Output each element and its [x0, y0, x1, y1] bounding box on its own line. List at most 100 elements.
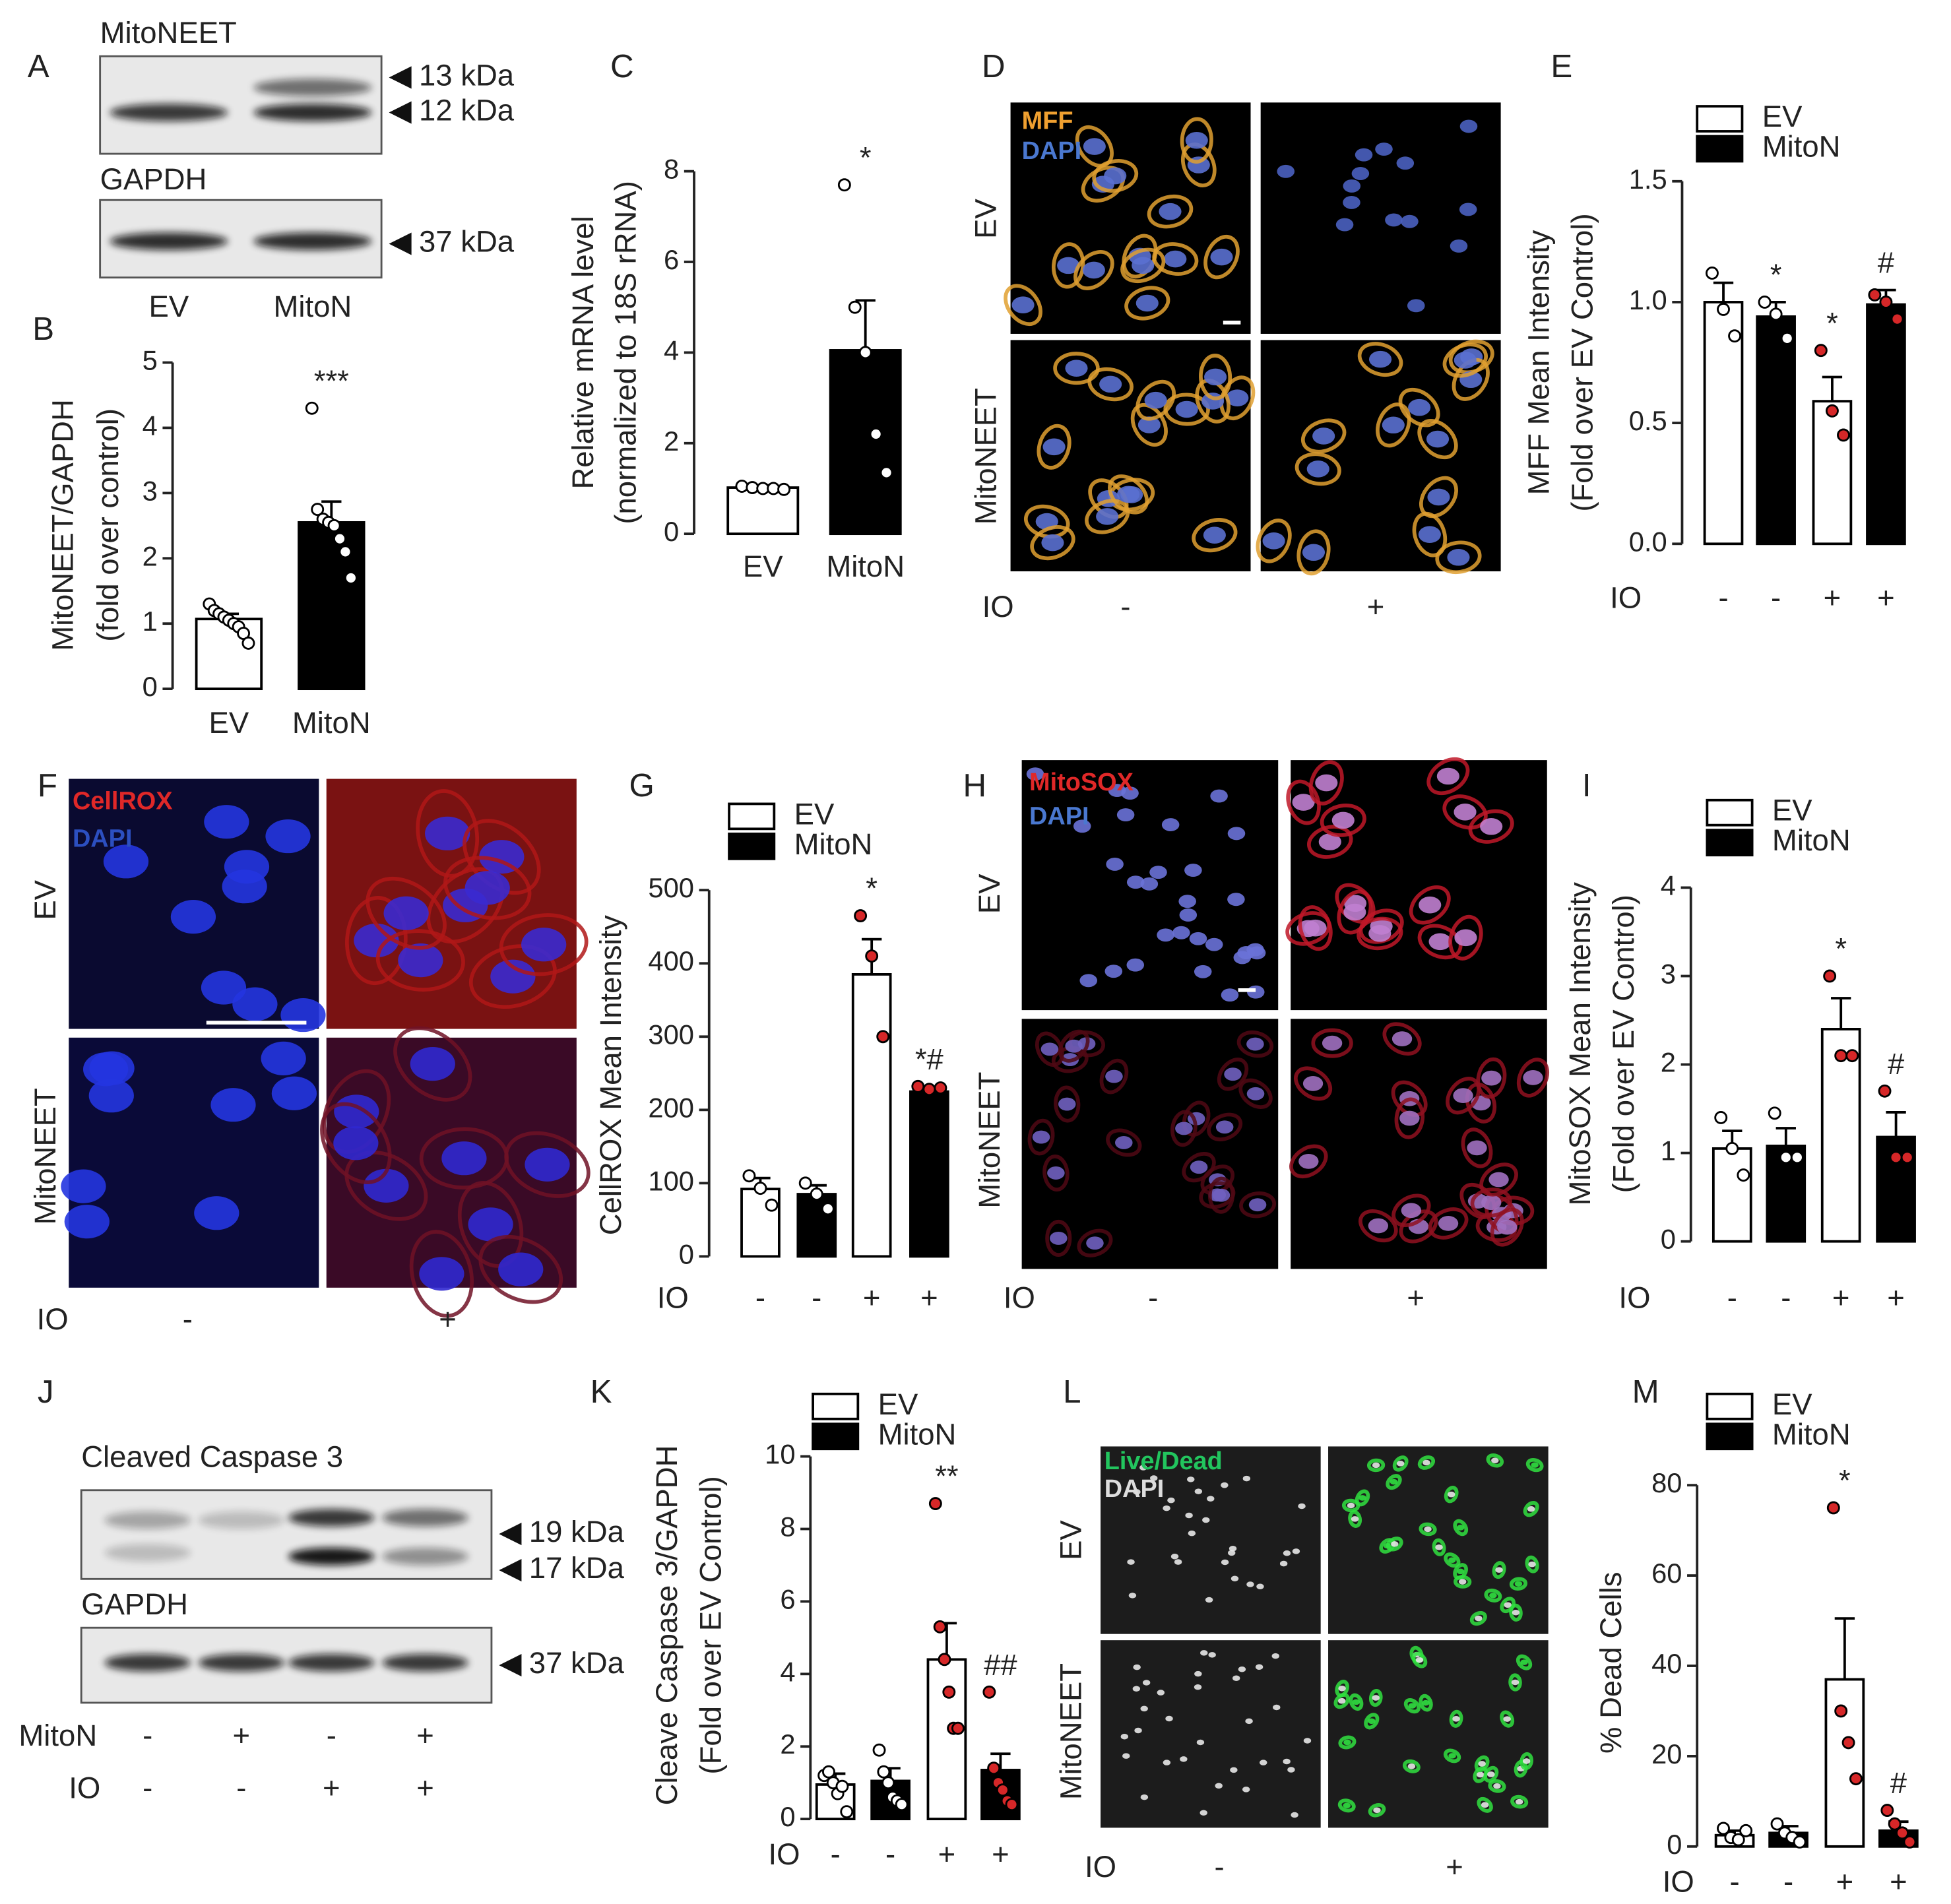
nucleus	[1447, 1491, 1455, 1498]
nucleus	[1172, 926, 1190, 939]
cell-body	[344, 1150, 428, 1221]
cell-body	[1135, 379, 1176, 421]
cell-body	[1484, 1588, 1502, 1603]
nucleus	[1514, 1581, 1523, 1587]
cell-body	[1435, 540, 1482, 575]
legend-swatch	[1696, 105, 1744, 133]
nucleus	[354, 923, 399, 958]
y-tick-label: 1.0	[1629, 284, 1667, 315]
nucleus	[334, 1095, 379, 1129]
nucleus	[1459, 203, 1477, 216]
cell-body	[1085, 499, 1130, 534]
bar	[909, 1090, 949, 1258]
nucleus	[1032, 1130, 1050, 1144]
x-tick-label: -	[755, 1281, 765, 1315]
nucleus	[1140, 1705, 1148, 1712]
panel-letter: M	[1632, 1374, 1659, 1410]
cell-body	[1500, 1710, 1515, 1728]
row-label: EV	[1054, 1520, 1087, 1560]
bar	[1866, 303, 1906, 546]
data-point	[1823, 969, 1837, 983]
nucleus	[1481, 1802, 1489, 1808]
nucleus	[210, 1088, 256, 1122]
nucleus	[1438, 1216, 1459, 1231]
y-tick-label: 2	[664, 426, 679, 457]
nucleus	[1401, 1203, 1422, 1219]
cell-body	[1108, 474, 1149, 515]
marker-label: 19 kDa	[529, 1515, 625, 1548]
cell-body	[1357, 342, 1403, 377]
blot-label: MitoNEET	[100, 16, 237, 49]
cell-body	[1486, 1453, 1504, 1468]
nucleus	[1368, 350, 1392, 368]
nucleus	[1343, 195, 1360, 209]
data-point	[1739, 1824, 1753, 1837]
nucleus	[1372, 1695, 1380, 1701]
nucleus	[1199, 1810, 1207, 1816]
nucleus	[1149, 866, 1167, 879]
panel-letter: J	[38, 1374, 54, 1410]
data-point	[1903, 1835, 1917, 1849]
column-label: -	[1148, 1281, 1158, 1315]
nucleus	[1522, 1758, 1531, 1764]
nucleus	[1407, 1763, 1416, 1769]
cell-body	[1238, 1078, 1273, 1109]
nucleus	[1163, 1505, 1170, 1511]
y-tick-label: 4	[780, 1656, 795, 1687]
cell-body	[1470, 1188, 1512, 1218]
cell-body	[1300, 418, 1347, 454]
cell-body	[1357, 916, 1403, 951]
y-axis-label: (normalized to 18S rRNA)	[609, 181, 643, 524]
data-point	[1779, 1151, 1793, 1164]
nucleus	[1373, 1807, 1381, 1814]
cell-body	[1488, 1779, 1506, 1793]
blot-band	[110, 104, 228, 121]
data-point	[1879, 295, 1893, 309]
blot-label: GAPDH	[81, 1587, 188, 1621]
data-point	[1731, 1833, 1745, 1847]
cell-body	[1349, 1693, 1364, 1711]
y-tick-label: 2	[780, 1729, 795, 1760]
data-point	[1737, 1168, 1750, 1182]
cell-body	[1516, 1654, 1533, 1670]
cell-body	[1392, 1455, 1409, 1472]
nucleus	[1347, 1502, 1355, 1509]
nucleus	[1011, 296, 1035, 314]
nucleus	[1491, 1457, 1499, 1464]
cell-body	[1298, 905, 1333, 951]
cell-body	[1355, 1489, 1370, 1507]
cell-body	[1525, 1555, 1539, 1573]
cell-body	[1454, 1575, 1472, 1589]
nucleus	[1504, 1602, 1512, 1608]
nucleus	[1215, 1783, 1223, 1789]
legend-label: EV	[1772, 1387, 1812, 1421]
data-point	[1890, 312, 1904, 326]
cell-body	[1124, 286, 1170, 321]
nucleus	[1170, 1554, 1179, 1560]
nucleus	[1227, 827, 1246, 841]
nucleus	[1298, 1503, 1306, 1509]
data-point	[922, 1083, 936, 1096]
x-tick-label: -	[831, 1837, 841, 1871]
nucleus	[1352, 1699, 1360, 1705]
nucleus	[1459, 119, 1478, 133]
nucleus	[1212, 1188, 1231, 1202]
nucleus	[1167, 1497, 1175, 1504]
nucleus	[1351, 1516, 1359, 1522]
panel-letter: G	[629, 767, 654, 804]
cell-body	[1366, 1458, 1386, 1473]
legend-label: EV	[878, 1387, 918, 1421]
data-point	[1717, 302, 1730, 316]
nucleus	[1399, 1110, 1420, 1126]
legend-swatch	[812, 1392, 860, 1420]
cell-body	[1030, 525, 1075, 561]
nucleus	[1246, 1581, 1254, 1587]
y-axis-label: MFF Mean Intensity	[1521, 230, 1555, 495]
data-point	[1868, 288, 1882, 301]
nucleus	[1355, 148, 1373, 162]
nucleus	[1477, 1771, 1485, 1778]
cell-body	[1359, 1209, 1398, 1243]
nucleus	[1302, 1076, 1324, 1091]
nucleus	[1190, 1160, 1208, 1174]
data-point	[1005, 1798, 1019, 1812]
